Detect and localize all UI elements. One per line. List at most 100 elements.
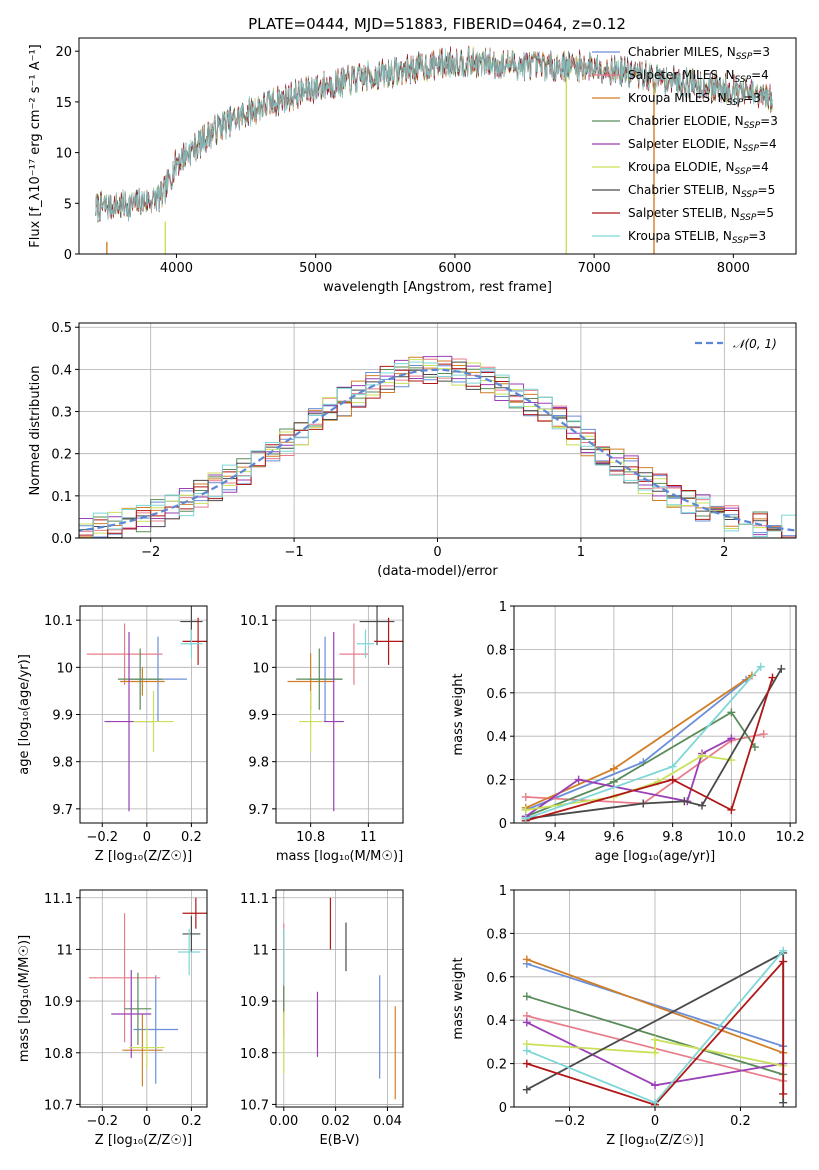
weight-point — [727, 734, 736, 743]
x-axis-label: wavelength [Angstrom, rest frame] — [323, 280, 552, 295]
errorbar-point — [182, 915, 201, 952]
legend-count-value: 4 — [769, 137, 777, 151]
errorbar-point — [182, 617, 207, 665]
weight-point — [522, 955, 531, 964]
legend-label: Chabrier STELIB, NSSP=5 — [628, 183, 775, 200]
weight-point — [522, 992, 531, 1001]
legend-count-value: 3 — [762, 45, 770, 59]
y-tick-label: 9.9 — [52, 709, 73, 724]
legend-subscript: SSP — [727, 98, 744, 108]
weight-point — [750, 743, 759, 752]
x-tick-label: 10.2 — [776, 830, 805, 845]
legend-count: = — [759, 137, 769, 151]
legend-label: Chabrier MILES, NSSP=3 — [628, 45, 770, 62]
x-tick-label: −0.2 — [554, 1114, 586, 1129]
weight-series-8 — [526, 959, 785, 1106]
weight-point — [521, 805, 530, 814]
errorbar-point — [133, 690, 174, 753]
legend-subscript: SSP — [732, 236, 749, 246]
y-tick-label: 10.8 — [44, 1047, 73, 1062]
y-tick-label: 0.3 — [51, 406, 72, 421]
legend-subscript: SSP — [742, 144, 759, 154]
errorbar-point — [339, 623, 369, 685]
panel-weight-vs-Z: −0.2 0 0.2 0 0.2 0.4 0.6 0.8 1 Z [log₁₀(Z/Z☉)] mas… — [451, 884, 797, 1148]
weight-point — [779, 1089, 788, 1098]
weight-point — [668, 775, 677, 784]
x-axis-label: Z [log₁₀(Z/Z☉)] — [95, 1133, 192, 1148]
legend-subscript: SSP — [744, 121, 761, 131]
legend-count: = — [756, 206, 766, 220]
plot-area — [283, 897, 396, 1100]
y-tick-label: 0.2 — [486, 774, 507, 789]
weight-point — [777, 664, 786, 673]
x-axis-label: age [log₁₀(age/yr)] — [595, 849, 716, 864]
x-tick-label: 7000 — [578, 261, 611, 276]
x-tick-label: 0.2 — [181, 830, 202, 845]
errorbar-point — [323, 631, 344, 812]
y-axis-label: age [log₁₀(age/yr)] — [17, 654, 32, 775]
y-tick-label: 0.2 — [486, 1058, 507, 1073]
weight-point — [522, 1085, 531, 1094]
weight-series-8 — [525, 677, 774, 822]
errorbar-point — [356, 629, 375, 658]
legend-label: Kroupa ELODIE, NSSP=4 — [628, 160, 769, 177]
y-tick-label: 0 — [499, 817, 507, 832]
x-tick-label: −0.2 — [86, 1114, 118, 1129]
errorbar-point — [111, 970, 152, 1058]
y-tick-label: 15 — [55, 96, 72, 111]
weight-point — [779, 957, 788, 966]
weight-series-1 — [526, 962, 784, 1048]
weight-point — [521, 814, 530, 823]
legend-label-text: Kroupa STELIB, N — [628, 229, 732, 243]
legend-label: Chabrier ELODIE, NSSP=3 — [628, 114, 778, 131]
x-tick-label: 8000 — [717, 261, 750, 276]
weight-point — [522, 1059, 531, 1068]
weight-point — [651, 1035, 659, 1044]
y-tick-label: 0.1 — [51, 490, 72, 505]
errorbar-point — [122, 1014, 163, 1087]
weight-point — [651, 1081, 659, 1090]
panel-spectrum: 4000 5000 6000 7000 8000 0 5 10 15 20 wavelength [… — [28, 37, 797, 295]
legend-label-text: Chabrier ELODIE, N — [628, 114, 744, 128]
y-tick-label: 10 — [56, 661, 73, 676]
x-tick-label: 9.8 — [662, 830, 683, 845]
y-tick-label: 10 — [252, 661, 269, 676]
x-tick-label: 0.02 — [321, 1114, 350, 1129]
weight-point — [639, 799, 648, 808]
y-axis-label: mass weight — [451, 673, 466, 755]
errorbar-point — [129, 1026, 165, 1069]
weight-point — [651, 1098, 659, 1107]
weight-point — [756, 662, 765, 671]
y-tick-label: 0.0 — [51, 532, 72, 547]
x-tick-label: 0.2 — [181, 1114, 202, 1129]
normal-reference-curve — [79, 368, 796, 532]
errorbar-point — [299, 690, 323, 753]
weight-point — [759, 730, 768, 739]
y-tick-label: 10.9 — [240, 995, 269, 1010]
legend-label-text: Salpeter STELIB, N — [628, 206, 740, 220]
weight-point — [727, 805, 736, 814]
y-tick-label: 0.8 — [486, 643, 507, 658]
y-tick-label: 10.1 — [240, 614, 269, 629]
y-tick-label: 10.8 — [240, 1047, 269, 1062]
x-tick-label: 0 — [143, 1114, 151, 1129]
x-tick-label: 11 — [360, 830, 377, 845]
errorbar-point — [374, 617, 403, 665]
legend-count-value: 4 — [761, 68, 769, 82]
y-axis-label: mass [log₁₀(M/M☉)] — [17, 935, 32, 1062]
x-tick-label: 1 — [577, 545, 585, 560]
legend-subscript: SSP — [741, 190, 758, 200]
legend-label-text: Salpeter ELODIE, N — [628, 137, 742, 151]
y-tick-label: 9.8 — [52, 756, 73, 771]
weight-point — [779, 946, 788, 955]
x-tick-label: 0 — [651, 1114, 659, 1129]
legend-count-value: 4 — [761, 160, 769, 174]
y-tick-label: 9.7 — [248, 803, 269, 818]
x-tick-label: 0 — [433, 545, 441, 560]
plot-area — [88, 897, 207, 1087]
plot-frame — [79, 889, 208, 1108]
errorbar-point — [117, 648, 163, 710]
legend-label: Salpeter MILES, NSSP=4 — [628, 68, 769, 85]
x-tick-label: 9.4 — [545, 830, 566, 845]
plot-area — [287, 606, 403, 812]
